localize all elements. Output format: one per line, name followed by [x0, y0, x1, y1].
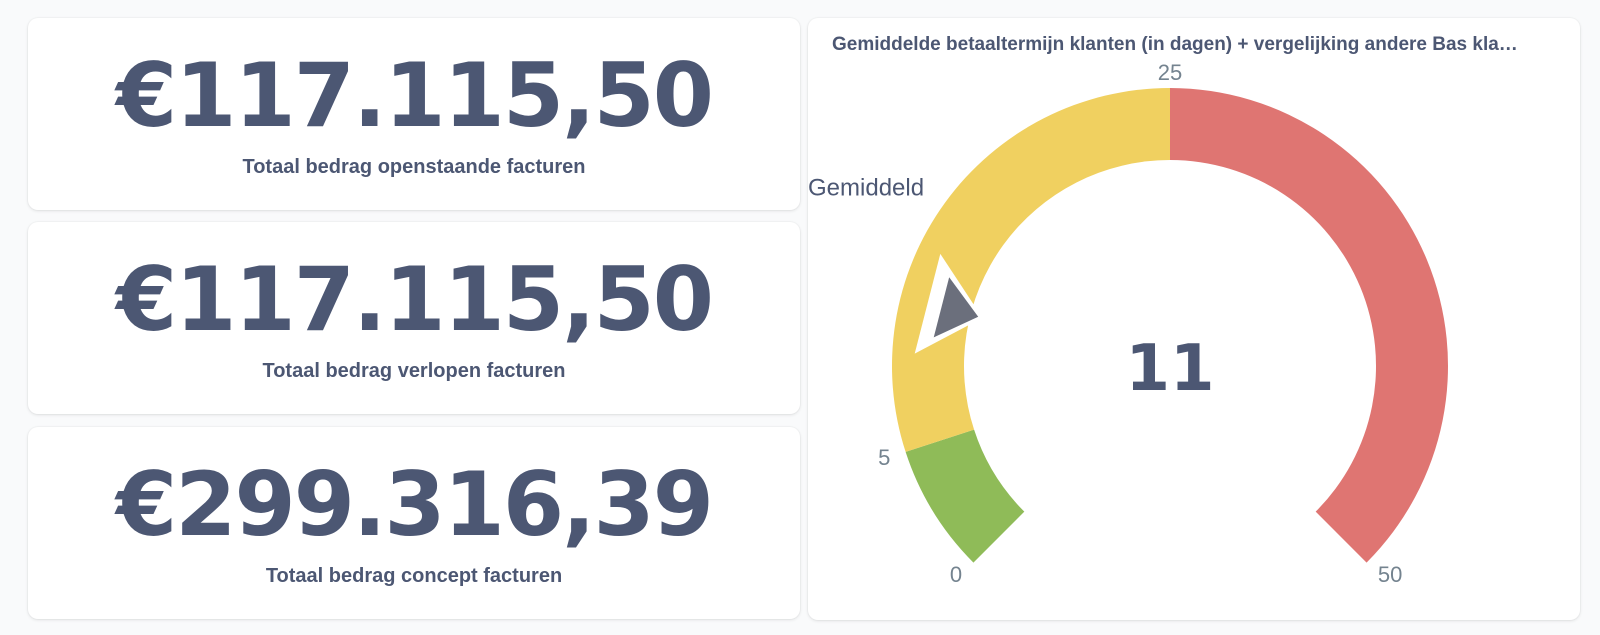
- scalar-label[interactable]: Totaal bedrag concept facturen: [265, 564, 563, 587]
- scalar-label[interactable]: Totaal bedrag verlopen facturen: [262, 359, 566, 382]
- gauge-segment-0-5[interactable]: [905, 429, 1025, 563]
- gauge-tick-label-25: 25: [1158, 60, 1182, 85]
- gauge-segment-label: Gemiddeld: [808, 174, 924, 201]
- gauge-tick-label-0: 0: [950, 562, 962, 587]
- scalar-value: €117.115,50: [116, 247, 714, 351]
- gauge-segment-5-25[interactable]: [892, 88, 1170, 452]
- gauge-value: 11: [1125, 332, 1214, 406]
- gauge-segment-25-50[interactable]: [1170, 88, 1448, 563]
- scalar-value: €299.316,39: [116, 452, 714, 556]
- scalar-value: €117.115,50: [116, 43, 714, 147]
- gauge-needle: [933, 277, 979, 338]
- scalar-card-overdue-invoices[interactable]: €117.115,50 Totaal bedrag verlopen factu…: [28, 222, 800, 414]
- scalar-label[interactable]: Totaal bedrag openstaande facturen: [242, 155, 586, 178]
- gauge-tick-label-50: 50: [1378, 562, 1402, 587]
- gauge-card[interactable]: Gemiddelde betaaltermijn klanten (in dag…: [808, 18, 1580, 620]
- scalar-card-concept-invoices[interactable]: €299.316,39 Totaal bedrag concept factur…: [28, 427, 800, 619]
- gauge-tick-label-5: 5: [878, 445, 890, 470]
- gauge-chart: 0 5 25 50 Gemiddeld 11: [808, 60, 1448, 587]
- scalar-card-open-invoices[interactable]: €117.115,50 Totaal bedrag openstaande fa…: [28, 18, 800, 210]
